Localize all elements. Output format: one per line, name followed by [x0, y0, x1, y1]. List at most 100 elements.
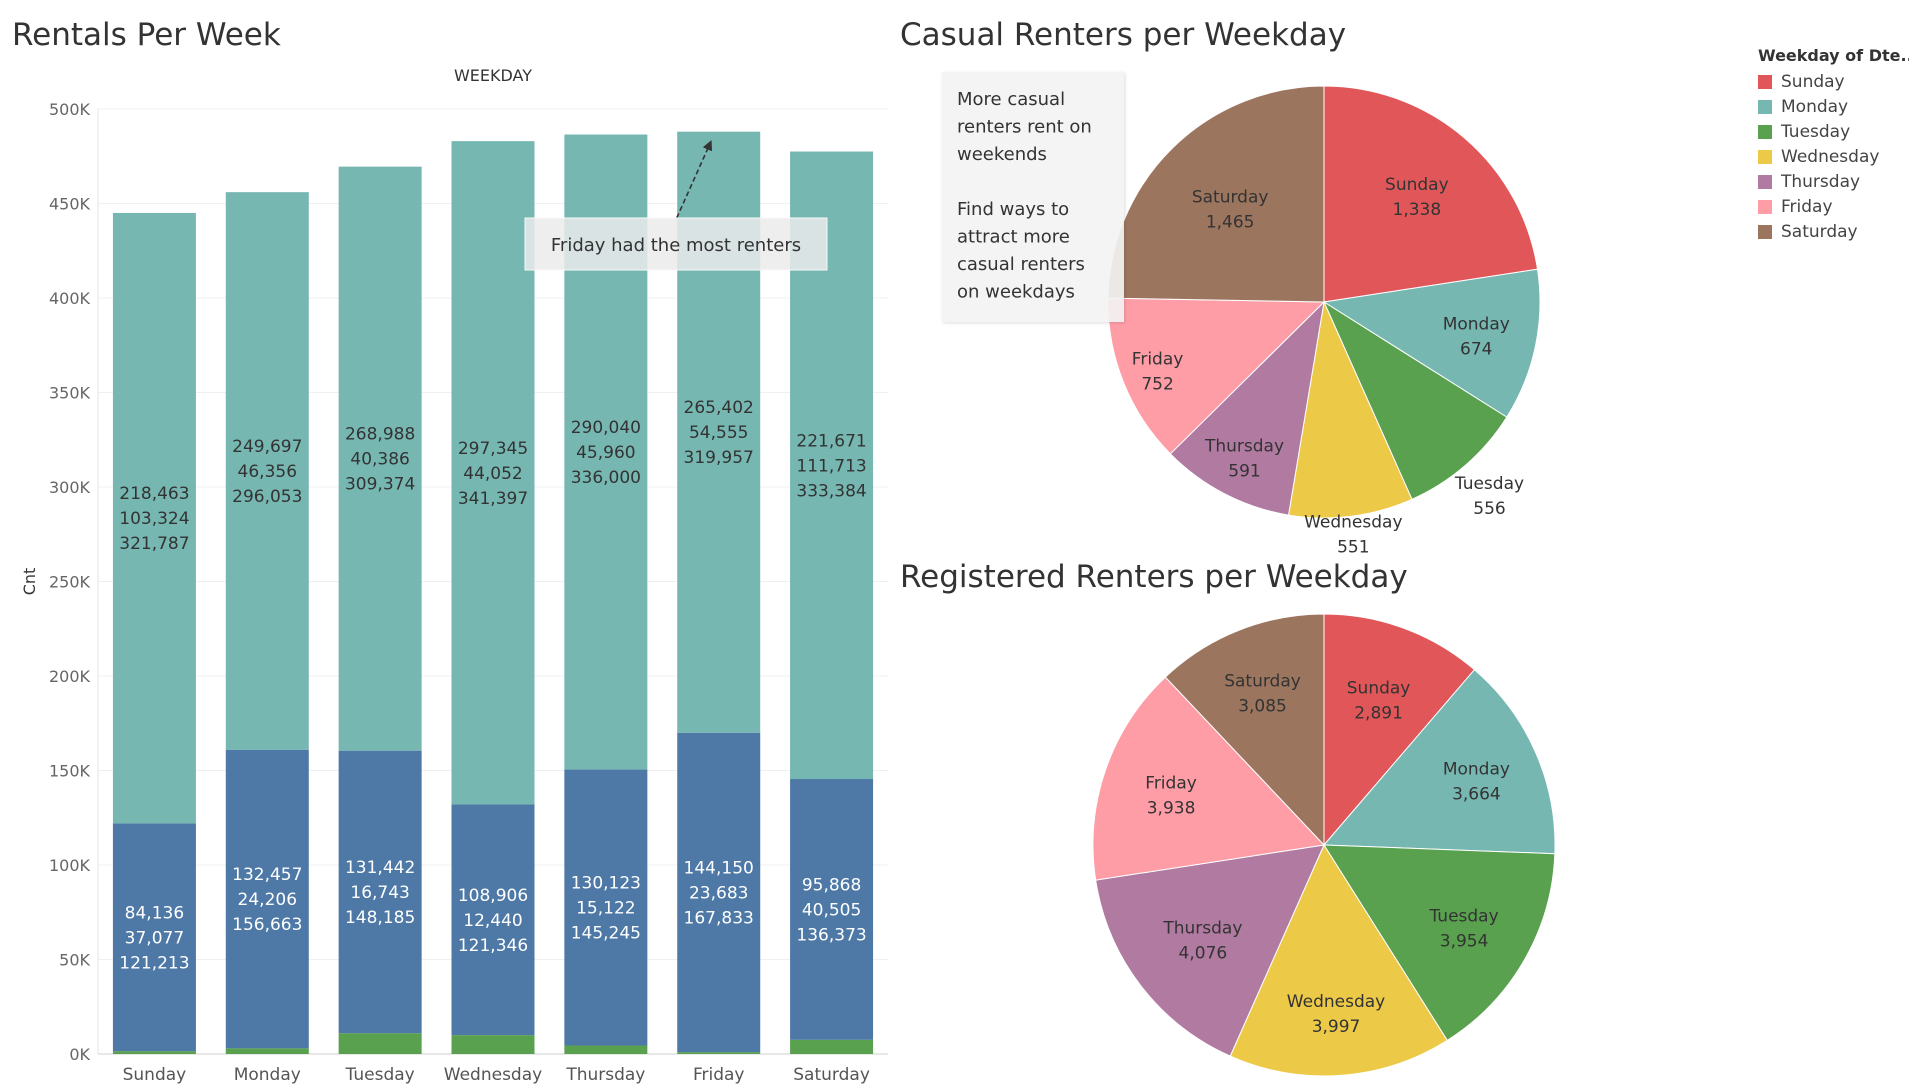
x-tick-label: Monday — [234, 1065, 301, 1085]
legend-item-friday[interactable]: Friday — [1758, 194, 1906, 219]
registered-pie-slice-value: 3,938 — [1147, 799, 1196, 819]
registered-pie-slice-sunday — [1323, 613, 1476, 847]
y-tick-label: 450K — [49, 195, 91, 214]
registered-pie-slice-label: Wednesday — [1287, 992, 1385, 1012]
legend-item-monday[interactable]: Monday — [1758, 94, 1906, 119]
bar-value-label: 265,402 — [684, 398, 754, 418]
x-tick-label: Thursday — [565, 1065, 645, 1085]
bar-value-label: 309,374 — [345, 475, 415, 495]
bar-annotation: Friday had the most renters — [524, 140, 828, 271]
bar-monday-segment-1 — [225, 1048, 309, 1054]
casual-annotation-line: attract more — [957, 227, 1070, 248]
bar-tuesday-segment-1 — [338, 1033, 422, 1054]
annotation-box — [524, 217, 828, 271]
casual-annotation-line: weekends — [957, 144, 1047, 165]
bar-value-label: 12,440 — [463, 911, 522, 931]
bar-sunday-segment-3 — [112, 212, 196, 824]
bar-value-label: 144,150 — [684, 858, 754, 878]
bar-friday-segment-1 — [677, 1052, 761, 1054]
bar-value-label: 290,040 — [571, 418, 641, 438]
registered-pie-slice-wednesday — [1229, 843, 1448, 1077]
casual-pie-slice-label: Monday — [1443, 315, 1510, 335]
casual-annotation-line: More casual — [957, 89, 1065, 110]
bar-thursday-segment-1 — [564, 1045, 648, 1054]
bar-sunday-segment-1 — [112, 1051, 196, 1054]
casual-pie-slice-value: 556 — [1473, 499, 1505, 519]
bar-value-label: 103,324 — [119, 509, 189, 529]
x-tick-label: Tuesday — [345, 1065, 415, 1085]
bar-value-label: 333,384 — [796, 481, 866, 501]
casual-pie-slice-thursday — [1169, 300, 1325, 516]
casual-annotation-box — [942, 72, 1124, 322]
bar-thursday-segment-2 — [564, 769, 648, 1046]
bar-tuesday-segment-3 — [338, 166, 422, 751]
bar-value-label: 145,245 — [571, 924, 641, 944]
legend-title: Weekday of Dte.. — [1758, 46, 1909, 65]
bar-wednesday-segment-2 — [451, 804, 535, 1036]
legend-item-thursday[interactable]: Thursday — [1758, 169, 1906, 194]
casual-pie-slice-monday — [1322, 268, 1541, 418]
legend-label: Friday — [1781, 196, 1833, 217]
casual-pie-slice-label: Friday — [1132, 350, 1184, 370]
registered-pie-slice-tuesday — [1323, 844, 1556, 1042]
casual-pie-slice-tuesday — [1322, 300, 1508, 500]
casual-annotation-line: on weekdays — [957, 282, 1075, 303]
registered-pie-slice-label: Saturday — [1224, 671, 1301, 691]
legend-swatch — [1758, 74, 1772, 89]
bar-value-label: 131,442 — [345, 858, 415, 878]
legend-swatch — [1758, 199, 1772, 214]
bar-value-label: 108,906 — [458, 886, 528, 906]
bar-monday-segment-2 — [225, 749, 309, 1049]
bar-value-label: 319,957 — [684, 448, 754, 468]
annotation-arrow — [675, 140, 713, 219]
registered-pie-slice-value: 2,891 — [1354, 704, 1403, 724]
legend-item-tuesday[interactable]: Tuesday — [1758, 119, 1906, 144]
x-tick-label: Saturday — [793, 1065, 870, 1085]
legend-item-saturday[interactable]: Saturday — [1758, 219, 1906, 244]
registered-pie-slice-label: Sunday — [1347, 679, 1411, 699]
bar-saturday-segment-2 — [790, 779, 874, 1040]
bar-chart-title: Rentals Per Week — [12, 17, 281, 53]
legend-item-wednesday[interactable]: Wednesday — [1758, 144, 1906, 169]
casual-pie-title: Casual Renters per Weekday — [900, 17, 1346, 53]
bar-value-label: 16,743 — [350, 883, 409, 903]
registered-pie-slice-value: 3,664 — [1452, 784, 1501, 804]
casual-annotation-line: renters rent on — [957, 117, 1092, 138]
casual-pie-slice-value: 591 — [1228, 461, 1260, 481]
bar-value-label: 218,463 — [119, 484, 189, 504]
bar-value-label: 167,833 — [684, 908, 754, 928]
registered-pie-slice-value: 3,997 — [1312, 1017, 1361, 1037]
bar-value-label: 121,213 — [119, 953, 189, 973]
bar-value-label: 23,683 — [689, 883, 748, 903]
registered-pie-slices — [1092, 613, 1556, 1077]
bar-chart-header: WEEKDAY — [454, 66, 532, 85]
legend-label: Tuesday — [1781, 121, 1851, 142]
y-tick-label: 350K — [49, 384, 91, 403]
casual-annotation-line: casual renters — [957, 254, 1085, 275]
color-legend: Weekday of Dte.. Sunday Monday Tuesday Wedn… — [1758, 46, 1909, 244]
bar-monday-segment-3 — [225, 192, 309, 750]
registered-pie-slice-friday — [1092, 676, 1326, 881]
casual-annotation: More casual renters rent on weekends Find w… — [942, 72, 1124, 322]
registered-pie-slice-label: Monday — [1443, 759, 1510, 779]
y-tick-label: 400K — [49, 289, 91, 308]
legend-swatch — [1758, 149, 1772, 164]
bar-value-label: 132,457 — [232, 865, 302, 885]
casual-pie-slice-sunday — [1323, 85, 1539, 303]
legend-swatch — [1758, 174, 1772, 189]
bar-value-label: 45,960 — [576, 443, 635, 463]
registered-pie-slice-thursday — [1095, 844, 1325, 1057]
y-tick-label: 100K — [49, 856, 91, 875]
bar-value-label: 148,185 — [345, 908, 415, 928]
legend-swatch — [1758, 99, 1772, 114]
bar-value-label: 95,868 — [802, 875, 861, 895]
legend-label: Monday — [1781, 96, 1849, 117]
bar-value-label: 44,052 — [463, 464, 522, 484]
registered-pie-slice-value: 4,076 — [1179, 944, 1228, 964]
bar-friday-segment-2 — [677, 732, 761, 1053]
bar-value-label: 37,077 — [125, 928, 184, 948]
legend-item-sunday[interactable]: Sunday — [1758, 69, 1906, 94]
bar-value-label: 46,356 — [238, 462, 297, 482]
